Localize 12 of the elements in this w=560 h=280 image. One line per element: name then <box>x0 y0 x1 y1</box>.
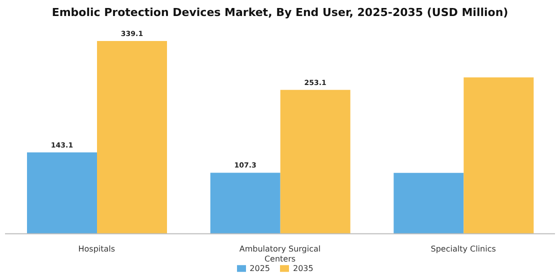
x-tick-label: Ambulatory Surgical Centers <box>239 244 321 264</box>
bar <box>210 172 280 234</box>
bar <box>280 90 350 234</box>
bar <box>394 172 464 234</box>
legend-label: 2025 <box>250 264 270 273</box>
legend-label: 2035 <box>293 264 314 273</box>
bar <box>27 152 97 234</box>
x-tick-label: Hospitals <box>78 244 116 254</box>
bar <box>97 41 167 234</box>
x-tick-label: Specialty Clinics <box>430 244 496 254</box>
bar <box>464 77 534 234</box>
chart-title: Embolic Protection Devices Market, By End User, 2025-2035 (USD Million) <box>50 6 510 19</box>
